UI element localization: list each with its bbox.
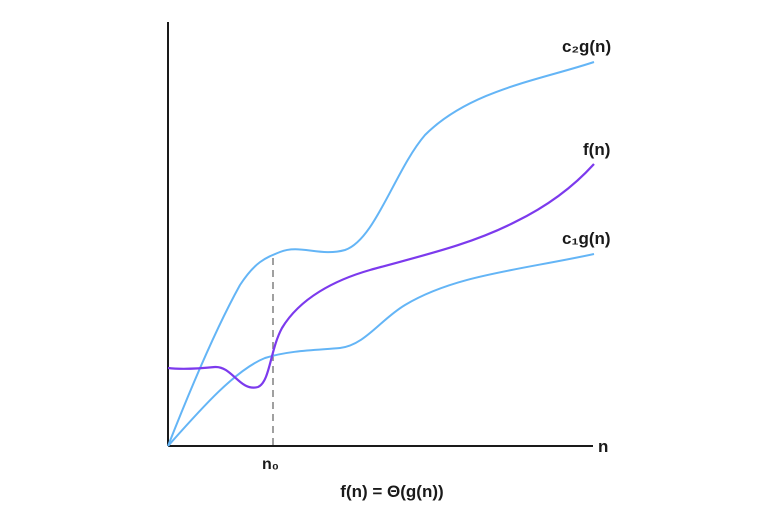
c2g-label: c₂g(n): [562, 37, 611, 56]
c1g-label: c₁g(n): [562, 229, 611, 248]
caption: f(n) = Θ(g(n)): [340, 482, 443, 501]
fn-curve: [167, 163, 595, 389]
fn-label: f(n): [583, 140, 610, 159]
c1g-curve: [167, 253, 595, 447]
c2g-curve: [167, 61, 595, 447]
x-axis-label: n: [598, 437, 608, 456]
n0-label: n₀: [262, 456, 279, 473]
